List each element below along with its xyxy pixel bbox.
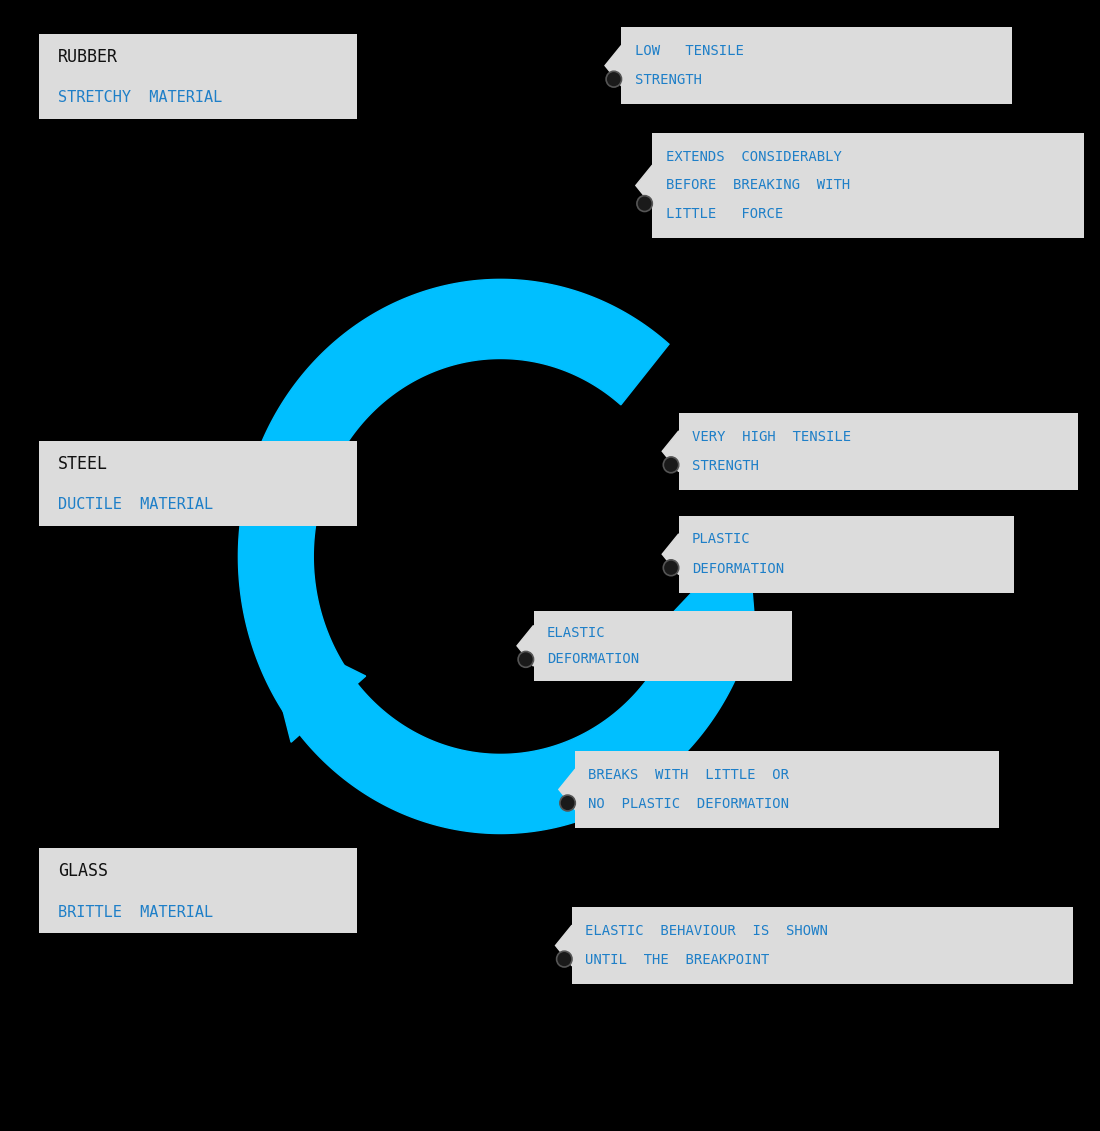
Circle shape [663, 457, 679, 473]
Circle shape [663, 560, 679, 576]
Polygon shape [605, 45, 621, 86]
Polygon shape [261, 624, 365, 742]
Polygon shape [559, 769, 575, 810]
FancyBboxPatch shape [39, 441, 358, 526]
FancyBboxPatch shape [39, 34, 358, 119]
Circle shape [518, 651, 534, 667]
Text: NO  PLASTIC  DEFORMATION: NO PLASTIC DEFORMATION [588, 797, 790, 811]
Text: BRITTLE  MATERIAL: BRITTLE MATERIAL [58, 905, 213, 920]
Text: EXTENDS  CONSIDERABLY: EXTENDS CONSIDERABLY [666, 149, 842, 164]
Text: BEFORE  BREAKING  WITH: BEFORE BREAKING WITH [666, 179, 849, 192]
Text: STEEL: STEEL [58, 455, 108, 473]
Polygon shape [636, 165, 652, 206]
Text: ELASTIC: ELASTIC [547, 625, 605, 640]
Text: STRENGTH: STRENGTH [692, 459, 759, 473]
FancyBboxPatch shape [621, 27, 1012, 104]
Text: LITTLE   FORCE: LITTLE FORCE [666, 207, 783, 222]
Circle shape [560, 795, 575, 811]
Polygon shape [239, 279, 747, 834]
Text: LOW   TENSILE: LOW TENSILE [635, 44, 744, 58]
Circle shape [557, 951, 572, 967]
Polygon shape [517, 625, 534, 666]
Text: STRENGTH: STRENGTH [635, 74, 702, 87]
Circle shape [606, 71, 621, 87]
Text: PLASTIC: PLASTIC [692, 533, 750, 546]
FancyBboxPatch shape [679, 516, 1014, 593]
Polygon shape [556, 925, 572, 966]
Text: STRETCHY  MATERIAL: STRETCHY MATERIAL [58, 90, 222, 105]
Polygon shape [662, 431, 679, 472]
FancyBboxPatch shape [534, 611, 792, 681]
Text: ELASTIC  BEHAVIOUR  IS  SHOWN: ELASTIC BEHAVIOUR IS SHOWN [585, 924, 828, 938]
FancyBboxPatch shape [39, 848, 358, 933]
Text: UNTIL  THE  BREAKPOINT: UNTIL THE BREAKPOINT [585, 953, 770, 967]
Text: DEFORMATION: DEFORMATION [547, 651, 639, 666]
Polygon shape [666, 534, 758, 655]
Text: DUCTILE  MATERIAL: DUCTILE MATERIAL [58, 498, 213, 512]
Text: GLASS: GLASS [58, 862, 108, 880]
Polygon shape [662, 534, 679, 575]
Text: DEFORMATION: DEFORMATION [692, 562, 784, 576]
Text: BREAKS  WITH  LITTLE  OR: BREAKS WITH LITTLE OR [588, 768, 790, 782]
FancyBboxPatch shape [575, 751, 999, 828]
Text: RUBBER: RUBBER [58, 48, 119, 66]
FancyBboxPatch shape [679, 413, 1078, 490]
FancyBboxPatch shape [572, 907, 1072, 984]
Circle shape [637, 196, 652, 211]
Text: VERY  HIGH  TENSILE: VERY HIGH TENSILE [692, 430, 851, 443]
FancyBboxPatch shape [652, 133, 1084, 238]
